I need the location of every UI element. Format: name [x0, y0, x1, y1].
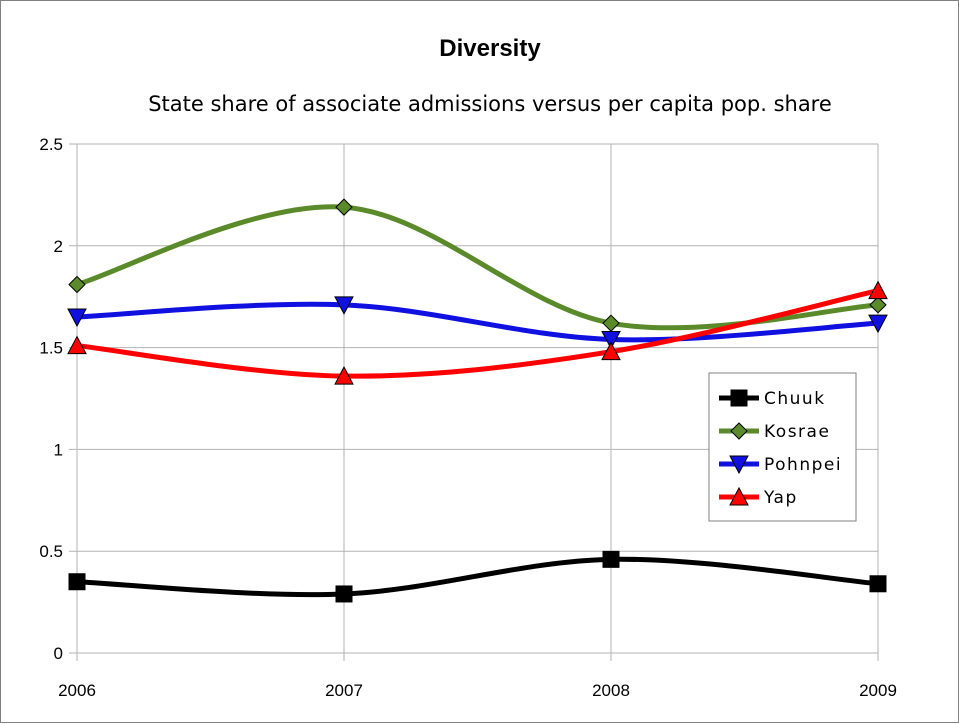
data-point-pohnpei: [334, 296, 354, 315]
chart-title: Diversity: [439, 35, 541, 62]
legend-label-kosrae: Kosrae: [764, 422, 830, 442]
x-tick-label: 2008: [592, 681, 630, 700]
grid: [69, 143, 879, 661]
legend-label-yap: Yap: [763, 488, 798, 508]
x-tick-label: 2006: [58, 681, 96, 700]
data-point-chuuk: [602, 550, 620, 568]
data-point-chuuk: [869, 575, 887, 593]
legend-marker-yap: [729, 486, 749, 506]
y-tick-label: 2: [54, 237, 63, 256]
data-point-kosrae: [68, 275, 86, 294]
data-point-chuuk: [335, 585, 353, 603]
data-point-kosrae: [869, 296, 887, 314]
y-tick-label: 0: [54, 644, 63, 663]
legend-marker-chuuk: [730, 389, 748, 407]
chart-subtitle: State share of associate admissions vers…: [148, 92, 832, 116]
data-point-yap: [67, 335, 87, 355]
series-yap: [67, 280, 888, 385]
y-tick-label: 0.5: [39, 542, 63, 561]
y-tick-label: 1: [54, 440, 63, 459]
data-point-yap: [334, 366, 354, 385]
series-line-chuuk: [74, 556, 881, 598]
x-axis-ticks: 2006 2007 2008 2009: [58, 681, 897, 700]
legend: Chuuk Kosrae Pohnpei Yap: [708, 372, 857, 522]
data-point-pohnpei: [601, 330, 621, 350]
x-tick-label: 2009: [859, 681, 897, 700]
data-point-chuuk: [68, 573, 86, 591]
legend-marker-pohnpei: [729, 455, 749, 475]
y-tick-label: 1.5: [39, 339, 63, 358]
series-line-pohnpei: [74, 301, 881, 343]
data-point-yap: [868, 280, 888, 300]
y-axis-ticks: 0 0.5 1 1.5 2 2.5: [39, 135, 63, 663]
data-point-kosrae: [335, 198, 353, 216]
series-lines: [67, 198, 888, 603]
data-point-yap: [601, 341, 621, 361]
series-chuuk: [68, 550, 887, 603]
data-point-pohnpei: [67, 308, 87, 328]
series-pohnpei: [67, 296, 888, 350]
y-tick-label: 2.5: [39, 135, 63, 154]
legend-label-chuuk: Chuuk: [764, 389, 826, 409]
series-line-yap: [74, 288, 881, 379]
legend-marker-kosrae: [730, 422, 748, 440]
legend-label-pohnpei: Pohnpei: [764, 455, 842, 475]
x-tick-label: 2007: [325, 681, 363, 700]
data-point-pohnpei: [868, 314, 888, 334]
data-point-kosrae: [602, 314, 620, 332]
